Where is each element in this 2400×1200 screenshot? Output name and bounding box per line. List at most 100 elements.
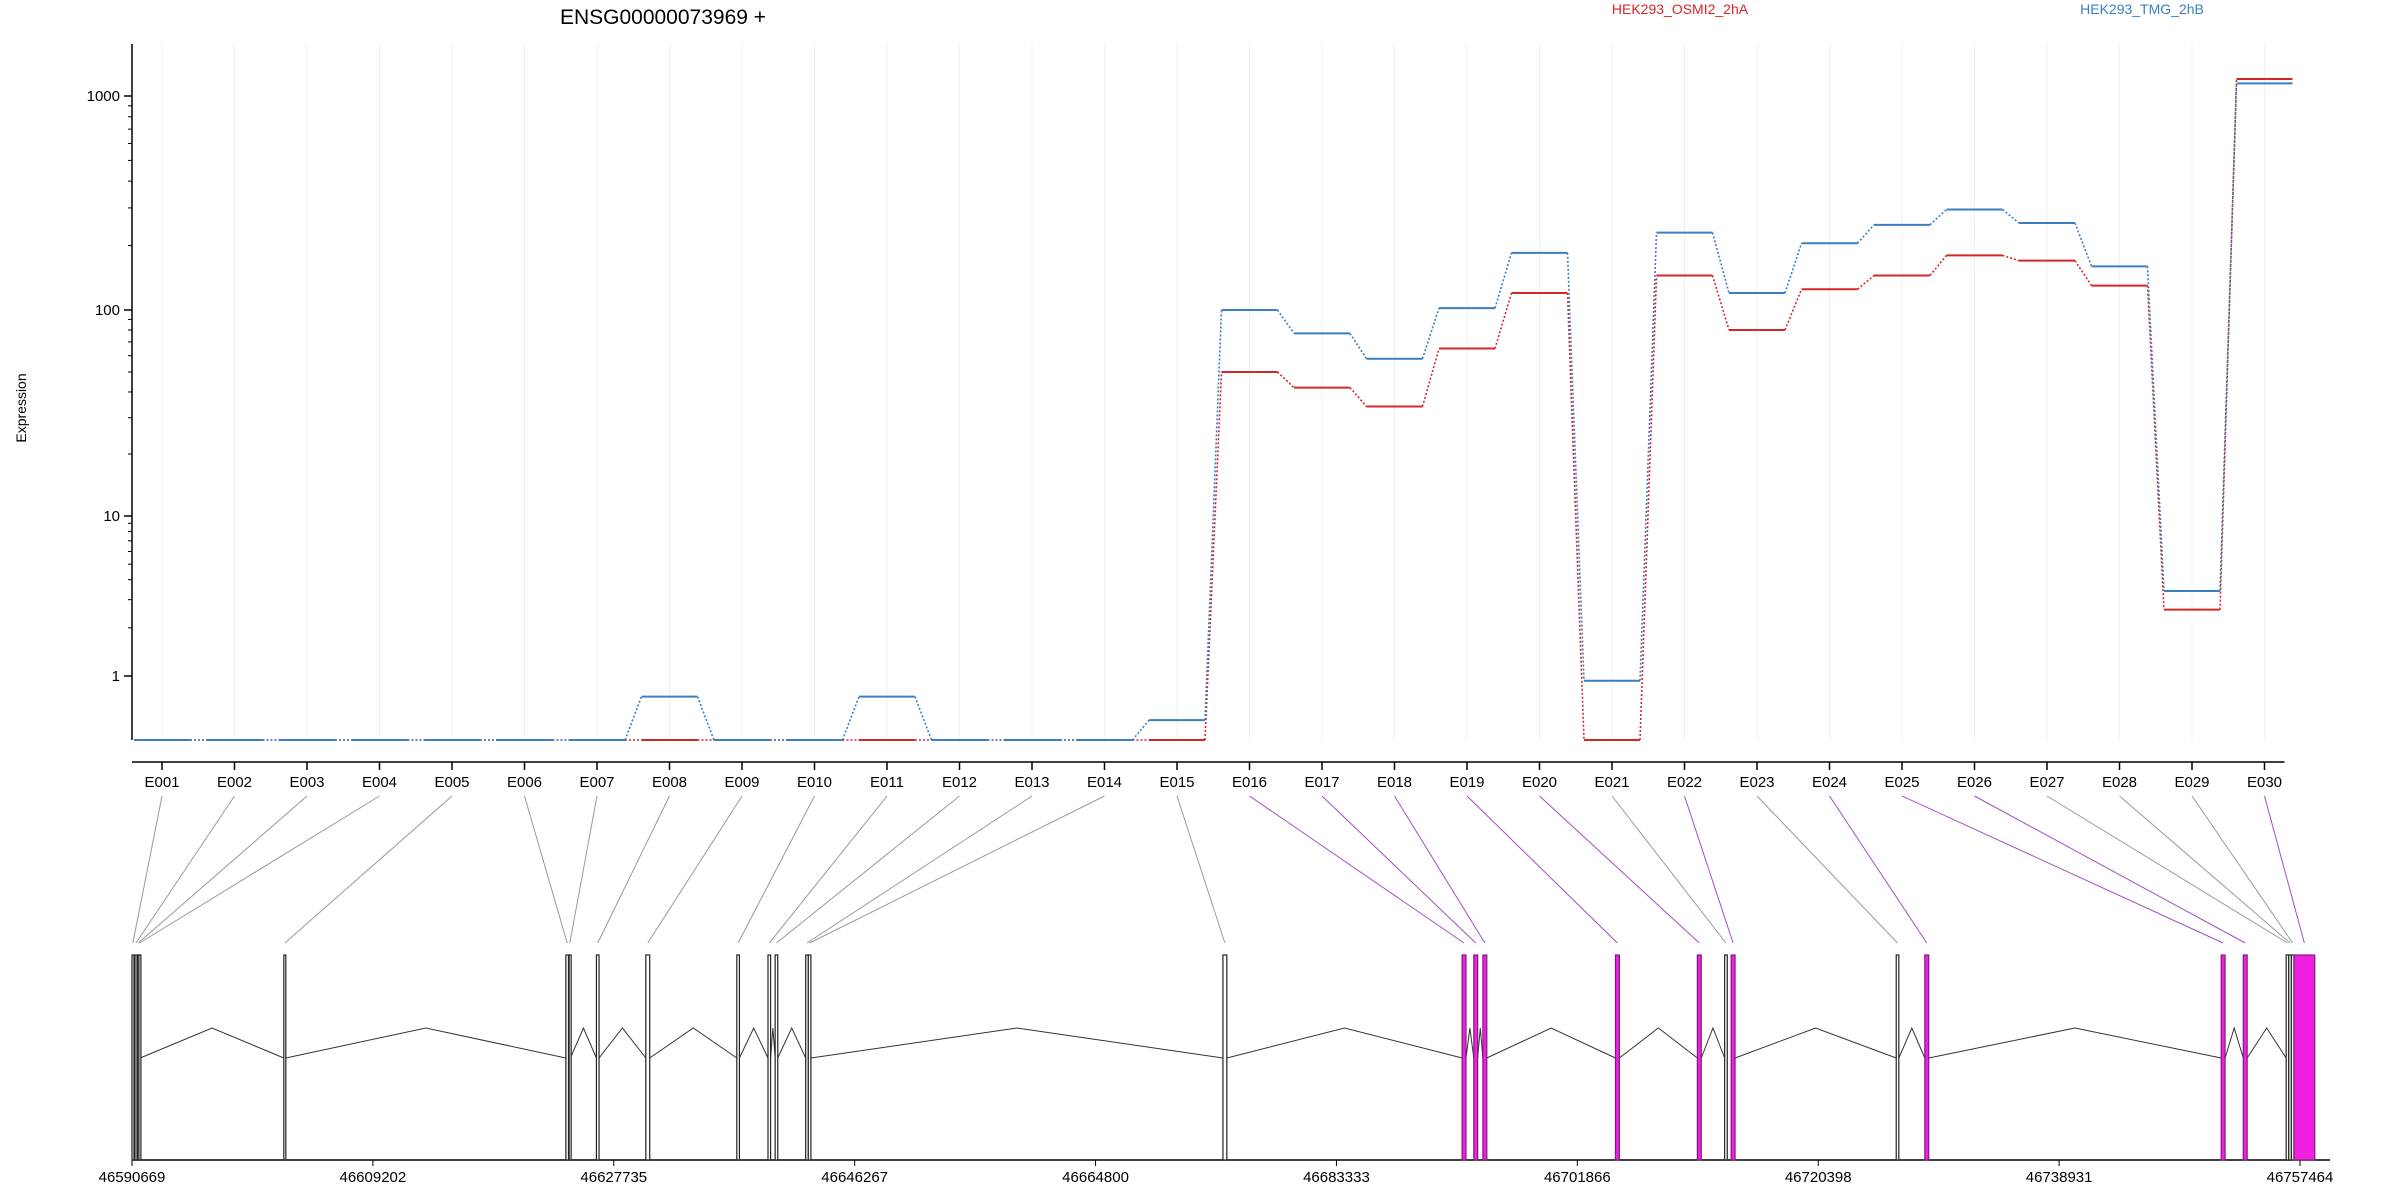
expression-series [134, 78, 2293, 741]
connector-E020 [1566, 293, 1585, 741]
x-tick-label-E014: E014 [1087, 774, 1122, 791]
connector-E021 [1639, 232, 1658, 681]
gene-model: 46590669 46609202 46627735 46646267 46664800… [99, 954, 2333, 1186]
connector-E007 [569, 795, 598, 944]
legend-label-osmi2: HEK293_OSMI2_2hA [1612, 1, 1749, 17]
y-axis-label: Expression [13, 373, 29, 442]
connector-E019 [1466, 795, 1618, 944]
x-tick-label-E008: E008 [652, 774, 687, 791]
exon-E011 [767, 954, 772, 1161]
connector-E013 [806, 795, 1033, 944]
x-tick-label-E015: E015 [1159, 774, 1194, 791]
intron [777, 1026, 807, 1059]
exon-E015 [1222, 954, 1228, 1161]
connector-E024 [1856, 224, 1875, 244]
exon-E014 [807, 954, 812, 1161]
x-tick-label-E025: E025 [1884, 774, 1919, 791]
intron [1619, 1027, 1698, 1059]
x-tick-label-E009: E009 [724, 774, 759, 791]
connector-E027 [2046, 795, 2288, 944]
x-tick-label-E017: E017 [1304, 774, 1339, 791]
x-tick-label-E021: E021 [1594, 774, 1629, 791]
intron [1898, 1026, 1926, 1059]
connector-E019 [1494, 292, 1513, 349]
exon-connectors [132, 795, 2305, 944]
x-tick-label-E029: E029 [2174, 774, 2209, 791]
x-tick-label-E001: E001 [144, 774, 179, 791]
gene-tick-label-46646267: 46646267 [821, 1169, 888, 1186]
exon-E030 [2293, 954, 2316, 1161]
connector-E025 [1929, 208, 1948, 226]
connector-E023 [1756, 795, 1898, 944]
connector-E017 [1349, 332, 1368, 360]
exon-E010 [736, 954, 741, 1161]
x-tick-label-E013: E013 [1014, 774, 1049, 791]
connector-E022 [1711, 275, 1730, 331]
connector-E030 [2264, 795, 2305, 944]
intron [1226, 1027, 1463, 1059]
exon-E012 [774, 954, 779, 1161]
legend-label-tmg: HEK293_TMG_2hB [2080, 1, 2204, 17]
intron [1477, 1027, 1484, 1059]
connector-E028 [2119, 795, 2291, 944]
connector-E010 [841, 696, 860, 741]
exon-E005 [283, 954, 287, 1161]
gene-tick-label-46738931: 46738931 [2026, 1169, 2093, 1186]
x-tick-label-E006: E006 [507, 774, 542, 791]
connector-E015 [1204, 309, 1223, 721]
gene-tick-label-46627735: 46627735 [580, 1169, 647, 1186]
x-tick-label-E002: E002 [217, 774, 252, 791]
intron [1928, 1027, 2222, 1059]
exon-E006 [565, 954, 570, 1161]
exon-E009 [645, 954, 651, 1161]
exon-E021 [1724, 954, 1728, 1161]
connector-E023 [1784, 288, 1803, 331]
intron [1734, 1027, 1897, 1059]
connector-E018 [1421, 307, 1440, 359]
connector-E016 [1249, 795, 1465, 944]
connector-E008 [696, 696, 715, 741]
connector-E008 [597, 795, 670, 944]
connector-E005 [284, 795, 453, 944]
connector-E025 [1901, 795, 2224, 944]
y-tick-label-100: 100 [95, 302, 120, 319]
connector-E006 [524, 795, 568, 944]
intron [810, 1027, 1224, 1059]
connector-E025 [1929, 254, 1948, 276]
connector-E003 [137, 795, 308, 944]
x-tick-label-E016: E016 [1232, 774, 1267, 791]
x-tick-label-E028: E028 [2102, 774, 2137, 791]
connector-E026 [2002, 254, 2020, 262]
connector-E015 [1176, 795, 1226, 944]
connector-E029 [2191, 795, 2294, 944]
connector-E023 [1784, 243, 1803, 294]
exon-E016 [1461, 954, 1467, 1161]
x-tick-label-E007: E007 [579, 774, 614, 791]
connector-E027 [2074, 222, 2093, 267]
vertical-grid [161, 44, 2265, 740]
intron [2224, 1026, 2244, 1059]
intron [598, 1027, 647, 1059]
connector-E026 [2001, 208, 2020, 224]
intron [569, 1026, 597, 1059]
connector-E020 [1566, 252, 1585, 681]
x-tick-label-E005: E005 [434, 774, 469, 791]
x-tick-label-E020: E020 [1522, 774, 1557, 791]
gene-tick-label-46701866: 46701866 [1544, 1169, 1611, 1186]
connector-E024 [1856, 274, 1875, 290]
connector-E019 [1494, 252, 1513, 309]
exon-E002 [134, 954, 138, 1161]
intron [1700, 1026, 1726, 1059]
gene-tick-label-46590669: 46590669 [99, 1169, 166, 1186]
connector-E022 [1684, 795, 1734, 944]
exon-E018 [1482, 954, 1488, 1161]
connector-E015 [1204, 371, 1223, 741]
intron [1465, 1027, 1475, 1059]
connector-E017 [1321, 795, 1477, 944]
connector-E028 [2146, 266, 2165, 592]
connector-E026 [1974, 795, 2246, 944]
x-tick-label-E011: E011 [870, 774, 904, 791]
gene-tick-label-46609202: 46609202 [340, 1169, 407, 1186]
exon-E008 [595, 954, 600, 1161]
connector-E010 [737, 795, 815, 944]
